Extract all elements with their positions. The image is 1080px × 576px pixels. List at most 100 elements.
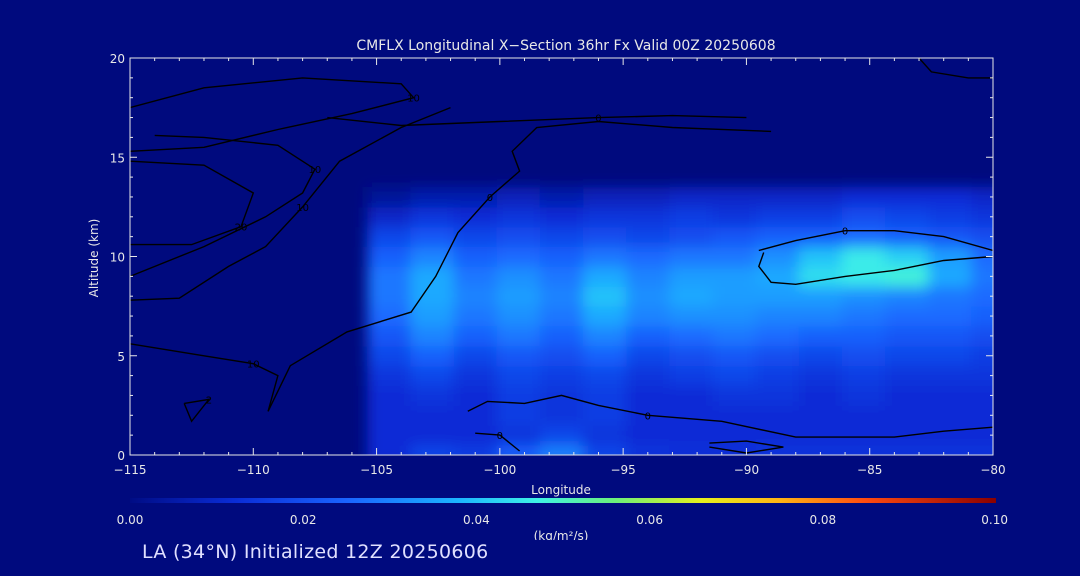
heatmap-cell — [928, 226, 972, 248]
heatmap-cell — [496, 345, 541, 367]
colorbar-tick-label: 0.00 — [117, 513, 144, 527]
contour-line — [130, 106, 451, 301]
y-tick-label: 5 — [117, 350, 125, 364]
contour-line — [130, 134, 316, 278]
heatmap-cell — [626, 266, 670, 287]
heatmap-cell — [367, 206, 411, 228]
heatmap-cell — [712, 345, 757, 367]
heatmap-cell — [410, 226, 455, 248]
heatmap-cell — [712, 306, 757, 327]
heatmap-cell — [583, 206, 627, 228]
heatmap-cell — [755, 425, 800, 446]
heatmap-cell — [453, 266, 498, 287]
heatmap-cell — [410, 266, 455, 287]
x-axis-label: Longitude — [531, 483, 591, 497]
heatmap-cell — [971, 405, 993, 426]
heatmap-cell — [453, 286, 498, 307]
heatmap-cell — [669, 325, 714, 347]
heatmap-cell — [539, 187, 584, 208]
heatmap-cell — [755, 405, 800, 426]
heatmap-cell — [971, 187, 993, 208]
heatmap-cell — [928, 206, 972, 228]
heatmap-cell — [971, 325, 993, 347]
heatmap-cell — [410, 325, 455, 347]
heatmap-cell — [583, 445, 627, 455]
heatmap-cell — [885, 385, 929, 406]
heatmap-cell — [712, 246, 757, 267]
heatmap-cell — [496, 226, 541, 248]
contour-label: 10 — [296, 203, 309, 214]
colorbar — [130, 498, 996, 503]
heatmap-cell — [669, 187, 714, 208]
heatmap-cell — [453, 246, 498, 267]
heatmap-cell — [453, 445, 498, 455]
heatmap-cell — [583, 286, 627, 307]
heatmap-cell — [626, 385, 670, 406]
x-tick-label: −110 — [237, 463, 270, 477]
heatmap-cell — [798, 187, 843, 208]
heatmap-cell — [885, 405, 929, 426]
heatmap-cell — [928, 425, 972, 446]
heatmap-cell — [928, 405, 972, 426]
heatmap-cell — [367, 266, 411, 287]
heatmap-cell — [410, 206, 455, 228]
heatmap-cell — [539, 345, 584, 367]
x-axis-ticks: −115 −110 −105 −100 −95 −90 −85 −80 — [114, 58, 1006, 477]
x-tick-label: −115 — [114, 463, 147, 477]
y-axis-label: Altitude (km) — [87, 219, 101, 298]
colorbar-tick-label: 0.02 — [290, 513, 317, 527]
contour-line — [183, 398, 211, 423]
contour-line — [758, 229, 993, 252]
heatmap-cell — [539, 266, 584, 287]
x-tick-label: −85 — [857, 463, 882, 477]
heatmap-cell — [539, 325, 584, 347]
contour-line — [327, 114, 747, 127]
colorbar-tick-label: 0.06 — [636, 513, 663, 527]
heatmap-cell — [971, 385, 993, 406]
heatmap-cell — [885, 325, 929, 347]
heatmap-cell — [798, 286, 843, 307]
x-tick-label: −90 — [734, 463, 759, 477]
heatmap-cell — [626, 365, 670, 387]
heatmap-cell — [453, 365, 498, 387]
heatmap-cell — [367, 246, 411, 267]
colorbar-tick-label: 0.08 — [809, 513, 836, 527]
heatmap-cell — [841, 345, 886, 367]
heatmap-cell — [971, 286, 993, 307]
heatmap-cell — [669, 246, 714, 267]
heatmap-cell — [626, 325, 670, 347]
heatmap-cell — [539, 226, 584, 248]
heatmap-cell — [539, 286, 584, 307]
heatmap-cell — [712, 187, 757, 208]
heatmap-cell — [755, 246, 800, 267]
x-tick-label: −100 — [483, 463, 516, 477]
heatmap-cell — [496, 286, 541, 307]
heatmap-cell — [496, 385, 541, 406]
heatmap-cell — [496, 266, 541, 287]
heatmap-cell — [583, 385, 627, 406]
heatmap-cell — [367, 286, 411, 307]
heatmap-cell — [669, 345, 714, 367]
heatmap-cell — [712, 325, 757, 347]
heatmap-cell — [928, 445, 972, 455]
contour-label: 10 — [309, 165, 322, 176]
heatmap-cell — [367, 385, 411, 406]
contour-label: 0 — [487, 193, 493, 204]
heatmap-cell — [583, 345, 627, 367]
heatmap-cell — [885, 306, 929, 327]
heatmap-cell — [626, 246, 670, 267]
heatmap-cell — [841, 425, 886, 446]
heatmap-cell — [755, 266, 800, 287]
heatmap-cell — [841, 445, 886, 455]
heatmap-cell — [410, 445, 455, 455]
heatmap-cell — [755, 365, 800, 387]
heatmap-cell — [626, 445, 670, 455]
heatmap-cell — [496, 425, 541, 446]
contour-line — [267, 120, 772, 412]
heatmap-cell — [798, 306, 843, 327]
heatmap-cell — [453, 226, 498, 248]
y-tick-label: 15 — [110, 151, 125, 165]
heatmap-cell — [971, 306, 993, 327]
heatmap-cell — [928, 345, 972, 367]
